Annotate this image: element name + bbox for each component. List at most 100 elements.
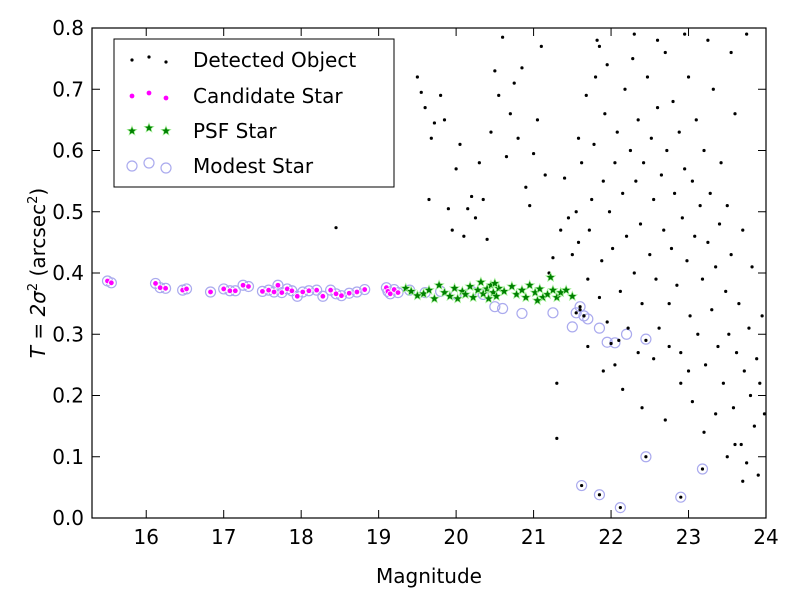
- y-axis-label-sup: 2: [26, 283, 41, 291]
- detected-object-point: [729, 253, 733, 257]
- detected-object-point: [429, 136, 433, 140]
- legend-marker-detected-object: [147, 55, 151, 59]
- detected-object-point: [580, 161, 584, 165]
- detected-object-point: [662, 228, 666, 232]
- detected-object-point: [675, 283, 679, 287]
- candidate-star-point: [226, 287, 234, 294]
- detected-object-point: [640, 406, 644, 410]
- x-tick-label: 17: [211, 525, 236, 549]
- detected-object-point: [597, 295, 602, 300]
- detected-object-point: [655, 106, 660, 110]
- detected-object-point: [742, 369, 746, 373]
- detected-object-point: [755, 357, 759, 361]
- detected-object-point: [652, 357, 656, 361]
- candidate-star-point: [152, 280, 159, 287]
- candidate-star-point: [239, 282, 247, 289]
- y-axis-label-prefix: T = 2σ: [26, 290, 50, 358]
- detected-object-point: [419, 90, 423, 94]
- psf-star-point: [498, 285, 510, 297]
- detected-object-point: [725, 455, 729, 459]
- psf-star-point: [506, 280, 518, 292]
- modest-star-point: [593, 322, 606, 334]
- detected-object-point: [613, 161, 617, 165]
- candidate-star-point: [327, 286, 334, 294]
- detected-object-point: [694, 118, 698, 122]
- detected-object-point: [683, 32, 687, 36]
- detected-object-point: [605, 63, 609, 67]
- detected-object-point: [528, 204, 532, 208]
- legend-marker-modest-star: [160, 162, 172, 174]
- detected-object-point: [750, 265, 754, 269]
- x-tick-label: 16: [134, 525, 159, 549]
- psf-star-point: [493, 282, 505, 294]
- candidate-star-point: [299, 288, 306, 296]
- detected-object-point: [644, 338, 648, 342]
- detected-object-point: [473, 216, 478, 220]
- detected-object-point: [748, 393, 753, 398]
- y-tick-label: 0.5: [52, 200, 84, 224]
- psf-star-point: [551, 291, 563, 303]
- series-psf-star: [400, 271, 578, 306]
- detected-object-point: [590, 197, 594, 202]
- detected-object-point: [716, 344, 720, 349]
- modest-star-point: [570, 307, 582, 319]
- detected-object-point: [703, 363, 708, 367]
- psf-star-point: [423, 284, 435, 295]
- modest-star-point: [614, 501, 626, 514]
- candidate-star-point: [353, 288, 361, 296]
- detected-object-point: [631, 57, 635, 61]
- detected-object-point: [679, 351, 683, 355]
- modest-star-point: [317, 290, 329, 302]
- detected-object-point: [690, 179, 695, 183]
- modest-star-point: [547, 307, 559, 319]
- detected-object-point: [752, 424, 756, 428]
- legend-label-psf-star: PSF Star: [193, 119, 277, 143]
- detected-object-point: [454, 167, 458, 171]
- detected-object-point: [442, 118, 447, 122]
- modest-star-point: [516, 307, 528, 320]
- y-tick-label: 0.7: [52, 77, 84, 101]
- detected-object-point: [580, 483, 584, 488]
- psf-star-point: [433, 279, 445, 291]
- detected-object-point: [644, 455, 648, 459]
- y-tick-label: 0.4: [52, 261, 84, 285]
- legend-marker-psf-star: [126, 125, 138, 136]
- psf-star-point: [464, 280, 476, 292]
- detected-object-point: [645, 75, 650, 79]
- detected-object-point: [760, 314, 764, 318]
- detected-object-point: [566, 216, 571, 220]
- psf-star-point: [438, 286, 451, 298]
- y-axis-label-mid: (arcsec: [26, 204, 50, 283]
- detected-object-point: [574, 311, 578, 315]
- detected-object-point: [618, 505, 622, 510]
- legend-marker-psf-star: [143, 122, 155, 133]
- candidate-star-point: [361, 286, 368, 293]
- legend-marker-modest-star: [126, 160, 138, 172]
- detected-object-point: [559, 228, 563, 232]
- detected-object-point: [562, 176, 567, 180]
- detected-object-point: [758, 381, 762, 385]
- detected-object-point: [688, 314, 692, 318]
- detected-object-point: [601, 369, 605, 373]
- modest-star-point: [489, 301, 501, 313]
- detected-object-point: [539, 44, 543, 48]
- detected-object-point: [593, 75, 598, 79]
- detected-object-point: [762, 412, 766, 416]
- psf-star-point: [452, 292, 464, 304]
- candidate-star-point: [274, 282, 282, 289]
- detected-object-point: [621, 191, 625, 195]
- candidate-star-point: [108, 279, 115, 286]
- psf-star-point: [520, 291, 532, 303]
- x-tick-label: 20: [443, 525, 468, 549]
- detected-object-point: [500, 35, 505, 39]
- detected-object-point: [481, 197, 485, 202]
- psf-star-point: [467, 291, 479, 303]
- detected-object-point: [739, 442, 743, 447]
- legend-marker-candidate-star: [128, 92, 136, 100]
- y-tick-label: 0.1: [52, 445, 84, 469]
- detected-object-point: [632, 271, 636, 275]
- psf-star-point: [477, 287, 489, 299]
- detected-object-point: [592, 142, 596, 146]
- detected-object-point: [450, 228, 454, 232]
- detected-object-point: [663, 418, 667, 422]
